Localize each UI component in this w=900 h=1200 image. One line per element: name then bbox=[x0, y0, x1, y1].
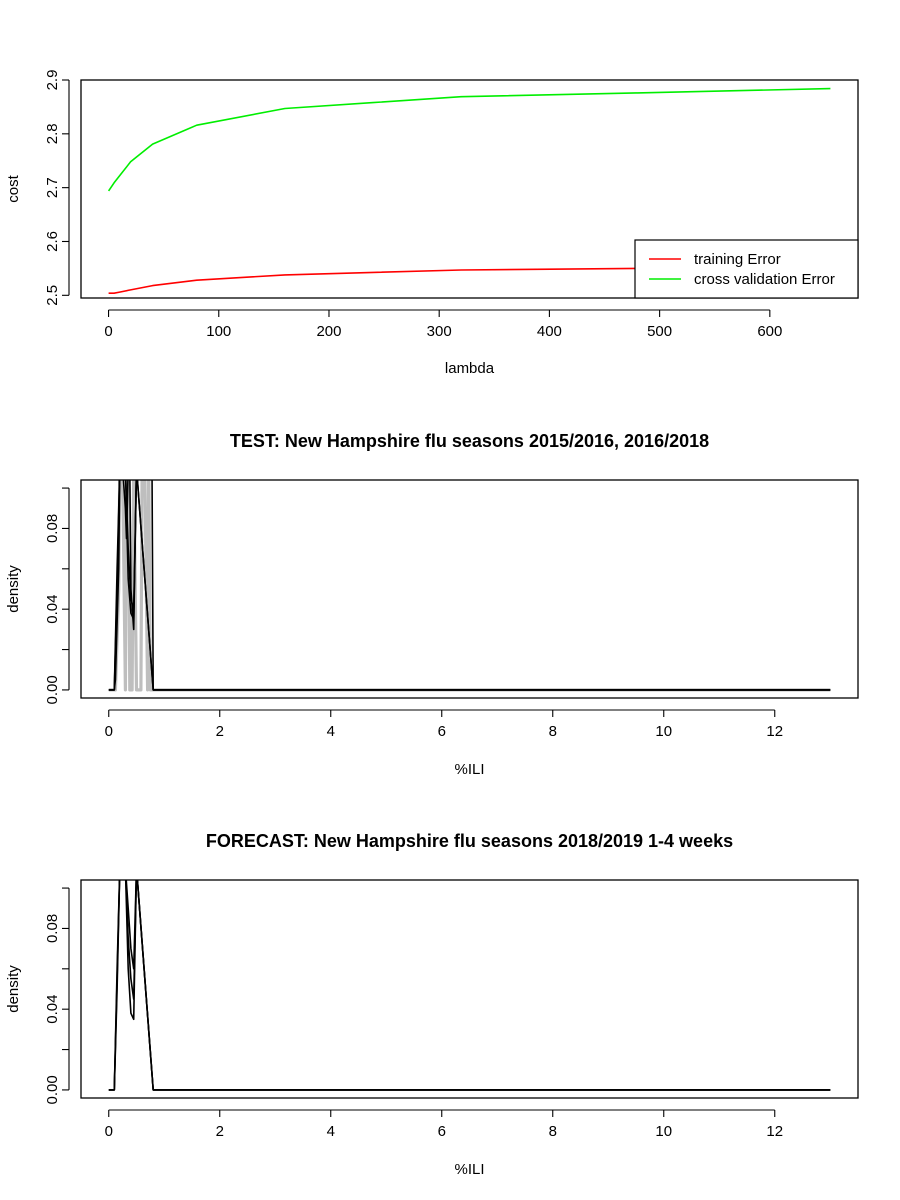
plot-frame bbox=[80, 879, 859, 1099]
chart-title: FORECAST: New Hampshire flu seasons 2018… bbox=[206, 831, 733, 851]
y-axis-title: density bbox=[5, 565, 22, 613]
plot-lines bbox=[108, 880, 831, 1091]
x-tick-label: 600 bbox=[757, 323, 782, 340]
y-tick-label: 2.9 bbox=[44, 70, 61, 91]
x-tick-label: 500 bbox=[647, 323, 672, 340]
x-axis: 0 100 200 300 400 500 600 bbox=[104, 309, 782, 340]
x-tick-label: 12 bbox=[766, 1123, 783, 1140]
y-tick-label: 2.6 bbox=[44, 231, 61, 252]
x-tick-label: 400 bbox=[537, 323, 562, 340]
x-axis: 0 2 4 6 8 10 12 bbox=[105, 1109, 783, 1140]
x-tick-label: 8 bbox=[549, 723, 557, 740]
x-tick-label: 300 bbox=[427, 323, 452, 340]
legend-label-cross-validation: cross validation Error bbox=[694, 271, 835, 288]
chart-title: TEST: New Hampshire flu seasons 2015/201… bbox=[230, 431, 709, 451]
test-density-chart: TEST: New Hampshire flu seasons 2015/201… bbox=[5, 431, 859, 778]
y-axis-title: density bbox=[5, 965, 22, 1013]
y-axis-title: cost bbox=[5, 174, 22, 202]
x-tick-label: 0 bbox=[105, 1123, 113, 1140]
y-axis: 0.00 0.04 0.08 bbox=[44, 487, 70, 705]
x-tick-label: 100 bbox=[206, 323, 231, 340]
series-line-3 bbox=[108, 480, 831, 691]
legend: training Error cross validation Error bbox=[634, 239, 859, 299]
y-tick-label: 0.08 bbox=[44, 514, 61, 543]
x-tick-label: 6 bbox=[438, 1123, 446, 1140]
series-line-1 bbox=[108, 480, 831, 692]
y-tick-label: 0.04 bbox=[44, 595, 61, 624]
series-line-2 bbox=[107, 87, 831, 192]
cost-chart: 0 100 200 300 400 500 600 2.5 2.6 2.7 2.8 2.9 lamb… bbox=[5, 70, 859, 377]
x-axis-title: lambda bbox=[445, 360, 495, 377]
x-axis-title: %ILI bbox=[454, 761, 484, 778]
y-tick-label: 2.7 bbox=[44, 177, 61, 198]
x-tick-label: 0 bbox=[105, 723, 113, 740]
series-line-2 bbox=[108, 480, 831, 691]
x-tick-label: 4 bbox=[327, 723, 335, 740]
legend-box bbox=[634, 239, 859, 299]
series-line-2 bbox=[108, 880, 831, 1091]
y-tick-label: 0.00 bbox=[44, 675, 61, 704]
x-tick-label: 2 bbox=[216, 723, 224, 740]
y-tick-label: 0.08 bbox=[44, 914, 61, 943]
x-tick-label: 12 bbox=[766, 723, 783, 740]
x-tick-label: 10 bbox=[655, 1123, 672, 1140]
plot-frame bbox=[80, 479, 859, 699]
x-tick-label: 8 bbox=[549, 1123, 557, 1140]
y-tick-label: 0.04 bbox=[44, 995, 61, 1024]
x-tick-label: 10 bbox=[655, 723, 672, 740]
y-axis: 2.5 2.6 2.7 2.8 2.9 bbox=[44, 70, 70, 306]
x-tick-label: 6 bbox=[438, 723, 446, 740]
y-tick-label: 0.00 bbox=[44, 1075, 61, 1104]
plot-lines bbox=[108, 480, 831, 692]
x-tick-label: 4 bbox=[327, 1123, 335, 1140]
x-axis: 0 2 4 6 8 10 12 bbox=[105, 709, 783, 740]
x-tick-label: 200 bbox=[316, 323, 341, 340]
x-axis-title: %ILI bbox=[454, 1161, 484, 1178]
y-tick-label: 2.8 bbox=[44, 123, 61, 144]
forecast-density-chart: FORECAST: New Hampshire flu seasons 2018… bbox=[5, 831, 859, 1178]
y-tick-label: 2.5 bbox=[44, 285, 61, 306]
series-line-4 bbox=[108, 480, 831, 691]
x-tick-label: 2 bbox=[216, 1123, 224, 1140]
x-tick-label: 0 bbox=[104, 323, 112, 340]
series-line-3 bbox=[108, 880, 831, 1091]
plot-frame bbox=[80, 79, 859, 299]
series-line-1 bbox=[108, 880, 831, 1091]
legend-label-training: training Error bbox=[694, 251, 781, 268]
y-axis: 0.00 0.04 0.08 bbox=[44, 887, 70, 1105]
